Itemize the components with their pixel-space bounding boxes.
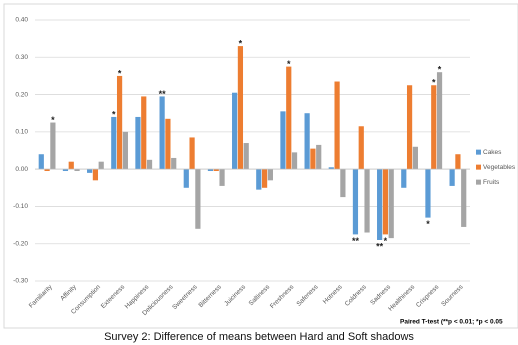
bar	[334, 81, 340, 170]
significance-marker: *	[384, 236, 388, 246]
bar	[44, 169, 50, 172]
chart-title: Survey 2: Difference of means between Ha…	[104, 331, 414, 343]
bar	[406, 85, 413, 170]
legend-swatch	[476, 149, 481, 155]
bar	[135, 116, 141, 170]
bar	[304, 113, 310, 170]
significance-marker: *	[287, 59, 291, 69]
bar	[98, 161, 104, 170]
significance-marker: *	[239, 38, 243, 48]
bar	[431, 85, 437, 170]
y-tick-label: 0.00	[15, 166, 28, 173]
bar	[256, 169, 262, 190]
bar	[38, 154, 44, 170]
bar	[146, 159, 153, 170]
bar	[310, 148, 316, 170]
bar	[243, 143, 249, 170]
bar	[111, 116, 117, 170]
bar	[141, 96, 147, 170]
bar	[189, 137, 195, 170]
bar	[291, 152, 298, 170]
legend-swatch	[476, 179, 481, 185]
bar	[92, 169, 99, 181]
bar	[232, 92, 238, 170]
bar	[50, 122, 56, 170]
bar	[122, 131, 128, 170]
bar	[195, 169, 201, 229]
bar	[364, 169, 370, 233]
bar	[280, 111, 286, 170]
significance-marker: **	[352, 236, 360, 246]
y-tick-label: 0.20	[15, 91, 28, 98]
bar	[87, 169, 93, 173]
bar	[213, 169, 219, 172]
bar	[401, 169, 407, 188]
significance-marker: *	[118, 68, 122, 78]
y-tick-label: -0.10	[13, 203, 28, 210]
bar	[261, 169, 268, 188]
bar	[358, 126, 364, 170]
significance-marker: *	[432, 78, 436, 88]
bar	[74, 169, 80, 172]
bar	[68, 161, 74, 170]
bar	[455, 154, 461, 170]
significance-marker: *	[51, 115, 55, 125]
bar	[382, 169, 389, 235]
bar	[237, 46, 244, 170]
y-tick-label: 0.30	[15, 54, 28, 61]
bar	[436, 72, 443, 170]
bar	[316, 144, 322, 170]
bar	[352, 169, 359, 235]
significance-marker: **	[159, 89, 167, 99]
bar	[116, 75, 123, 170]
y-tick-label: -0.30	[13, 278, 28, 285]
bar	[62, 169, 69, 172]
bar	[165, 118, 171, 170]
legend-label: Vegetables	[483, 164, 516, 171]
footnote: Paired T-test (**p < 0.01; *p < 0.05	[400, 319, 503, 326]
bar	[461, 169, 467, 227]
significance-marker: *	[112, 109, 116, 119]
y-tick-label: 0.40	[15, 17, 28, 24]
bar	[340, 169, 346, 198]
bar	[377, 169, 383, 240]
bar	[159, 96, 165, 170]
bar	[286, 66, 292, 170]
bar	[425, 169, 431, 218]
y-tick-label: -0.20	[13, 240, 28, 247]
significance-marker: *	[438, 65, 442, 75]
bar	[171, 157, 177, 170]
bar	[449, 169, 455, 186]
bar	[219, 169, 225, 186]
bar	[388, 169, 394, 239]
y-tick-label: 0.10	[15, 129, 28, 136]
legend-label: Cakes	[483, 149, 502, 156]
bar	[328, 167, 334, 170]
legend-swatch	[476, 164, 481, 170]
bar	[267, 169, 273, 181]
bar	[183, 169, 189, 188]
bar	[207, 169, 214, 172]
significance-marker: *	[426, 219, 430, 229]
significance-marker: **	[376, 241, 384, 251]
legend-label: Fruits	[483, 179, 500, 186]
bar	[412, 146, 418, 170]
